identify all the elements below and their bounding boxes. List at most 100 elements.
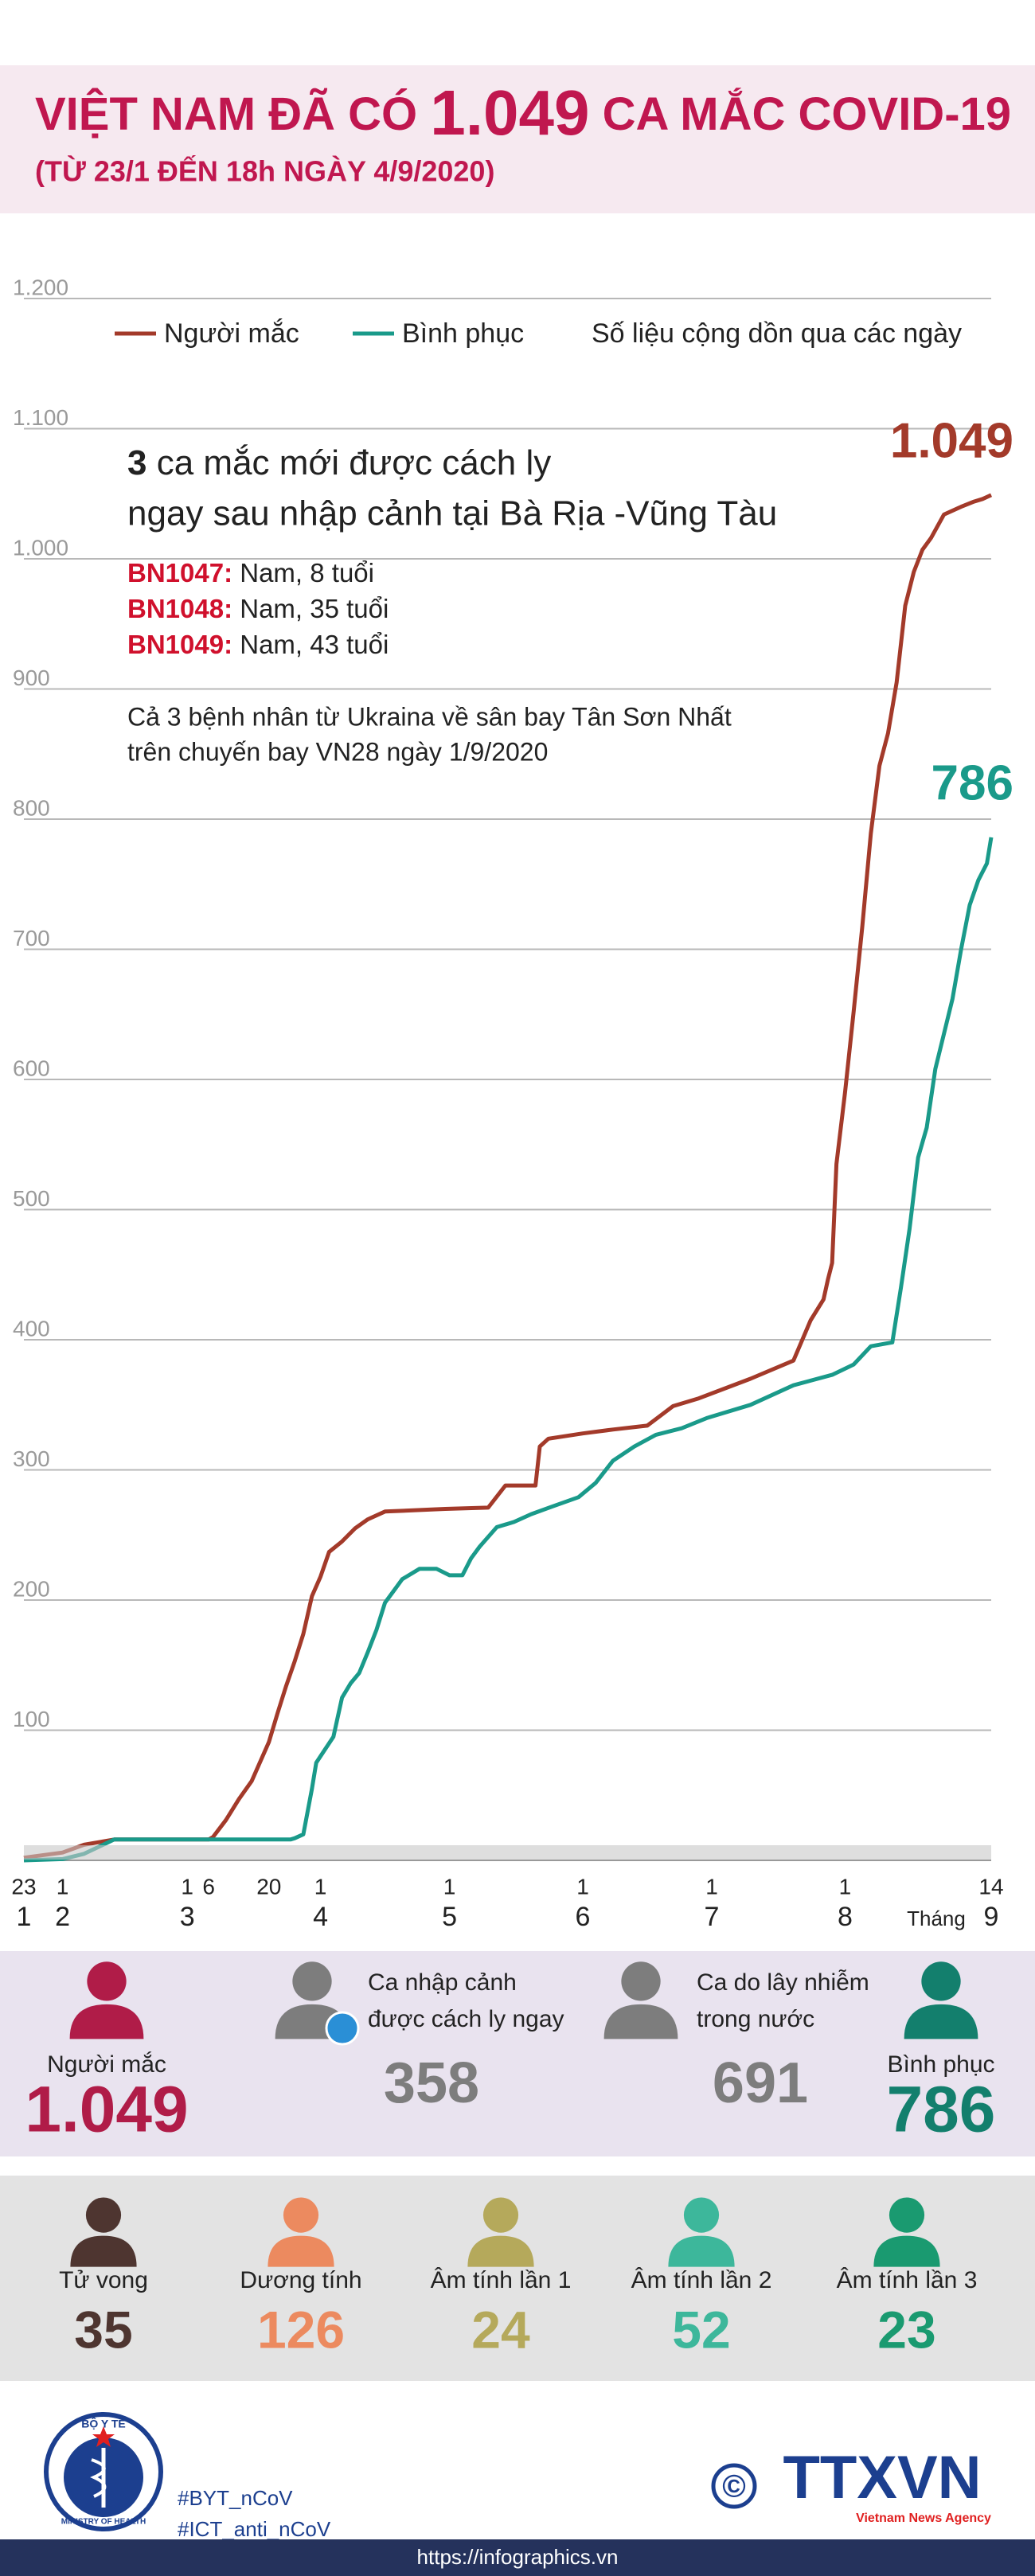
person-icon-body bbox=[904, 2004, 978, 2039]
patient-id: BN1047: bbox=[127, 558, 232, 587]
stat-value: 786 bbox=[887, 2074, 996, 2146]
x-tick-label: 1 bbox=[443, 1874, 456, 1899]
x-month-label: 1 bbox=[17, 1902, 32, 1932]
patient-info: Nam, 43 tuổi bbox=[240, 630, 389, 659]
stat-label: Tử vong bbox=[59, 2267, 148, 2293]
stat-label: Ca do lây nhiễm bbox=[697, 1969, 869, 1996]
person-icon-head bbox=[683, 2197, 720, 2233]
x-tick-label: 14 bbox=[978, 1874, 1003, 1899]
x-axis-label: Tháng bbox=[907, 1907, 966, 1930]
stat-label: Bình phục bbox=[887, 2051, 994, 2078]
y-tick-label: 400 bbox=[13, 1316, 50, 1341]
patient: BN1049: Nam, 43 tuổi bbox=[127, 630, 389, 659]
x-tick-label: 20 bbox=[256, 1874, 281, 1899]
y-tick-label: 1.000 bbox=[13, 535, 68, 560]
patient-info: Nam, 35 tuổi bbox=[240, 594, 389, 623]
y-tick-label: 600 bbox=[13, 1056, 50, 1080]
x-month-label: 2 bbox=[55, 1902, 70, 1932]
agency-en: Vietnam News Agency bbox=[856, 2512, 991, 2525]
stat-label: Người mắc bbox=[47, 2051, 166, 2078]
stat-value: 52 bbox=[672, 2300, 730, 2359]
copyright-circle bbox=[711, 2463, 757, 2509]
x-tick-label: 1 bbox=[839, 1874, 852, 1899]
moh-vn: BỘ Y TẾ bbox=[81, 2417, 126, 2430]
person-icon-body bbox=[603, 2004, 678, 2039]
x-month-label: 3 bbox=[180, 1902, 195, 1932]
x-tick-label: 1 bbox=[705, 1874, 718, 1899]
globe-icon bbox=[325, 2011, 360, 2046]
person-icon-head bbox=[621, 1961, 661, 2001]
stat-value: 358 bbox=[384, 2051, 479, 2115]
chart: 100 200 300 400 500 600 700 800 900 1.000 1.100 1.2… bbox=[11, 275, 1014, 1932]
legend-note: Số liệu cộng dồn qua các ngày bbox=[592, 318, 962, 349]
x-tick-label: 1 bbox=[314, 1874, 327, 1899]
url: https://infographics.vn bbox=[417, 2545, 619, 2569]
stat-label: Âm tính lần 3 bbox=[837, 2267, 978, 2293]
person-icon-body bbox=[70, 2235, 137, 2267]
person-icon-head bbox=[283, 2197, 319, 2233]
y-tick-label: 200 bbox=[13, 1576, 50, 1601]
person-icon-body bbox=[668, 2235, 735, 2267]
annotation-headline-2: ngay sau nhập cảnh tại Bà Rịa -Vũng Tàu bbox=[127, 494, 777, 533]
annotation-count: 3 bbox=[127, 443, 146, 482]
x-month-label: 6 bbox=[576, 1902, 591, 1932]
person-icon-body bbox=[873, 2235, 940, 2267]
person-icon-head bbox=[921, 1961, 961, 2001]
title-number: 1.049 bbox=[430, 77, 589, 148]
title-post: CA MẮC COVID-19 bbox=[603, 88, 1011, 140]
footer-bar bbox=[0, 2539, 1035, 2576]
moh-snake bbox=[90, 2458, 107, 2498]
hashtag-2: #ICT_anti_nCoV bbox=[178, 2517, 331, 2541]
annotation-note-1: Cả 3 bệnh nhân từ Ukraina về sân bay Tân… bbox=[127, 702, 732, 731]
moh-en: MINISTRY OF HEALTH bbox=[61, 2518, 146, 2527]
patient: BN1047: Nam, 8 tuổi bbox=[127, 558, 374, 587]
person-icon-body bbox=[268, 2235, 334, 2267]
patient-info: Nam, 8 tuổi bbox=[240, 558, 374, 587]
hashtag-1: #BYT_nCoV bbox=[178, 2486, 293, 2510]
patient: BN1048: Nam, 35 tuổi bbox=[127, 594, 389, 623]
stat-label: Ca nhập cảnh bbox=[368, 1969, 517, 1996]
stat-value: 35 bbox=[74, 2300, 132, 2359]
y-tick-label: 300 bbox=[13, 1446, 50, 1471]
day-strip bbox=[24, 1845, 991, 1860]
moh-star bbox=[92, 2426, 115, 2447]
subtitle: (TỪ 23/1 ĐẾN 18h NGÀY 4/9/2020) bbox=[35, 154, 494, 188]
agency: TTXVN bbox=[783, 2444, 981, 2512]
stat-label: Âm tính lần 1 bbox=[431, 2267, 572, 2293]
patient-id: BN1048: bbox=[127, 594, 232, 623]
title: VIỆT NAM ĐÃ CÓ 1.049 CA MẮC COVID-19 bbox=[35, 77, 1011, 148]
person-icon-head bbox=[87, 1961, 127, 2001]
end-label: 786 bbox=[931, 755, 1014, 810]
person-icon-body bbox=[467, 2235, 534, 2267]
stat-label: trong nước bbox=[697, 2006, 814, 2032]
y-tick-label: 900 bbox=[13, 665, 50, 690]
x-tick-label: 1 bbox=[181, 1874, 193, 1899]
person-icon-head bbox=[482, 2197, 519, 2233]
x-tick-label: 1 bbox=[576, 1874, 589, 1899]
series-line bbox=[23, 493, 993, 1860]
stat-value: 24 bbox=[471, 2300, 530, 2359]
x-month-label: 9 bbox=[984, 1902, 999, 1932]
annotation-headline-1: ca mắc mới được cách ly bbox=[157, 443, 552, 482]
person-icon-head bbox=[889, 2197, 925, 2233]
stats-main-bg bbox=[0, 1951, 1035, 2156]
annotation-note-2: trên chuyến bay VN28 ngày 1/9/2020 bbox=[127, 737, 548, 766]
copyright: © bbox=[722, 2469, 745, 2504]
end-label: 1.049 bbox=[890, 413, 1014, 468]
patient-id: BN1049: bbox=[127, 630, 232, 659]
person-icon-head bbox=[292, 1961, 332, 2001]
header-bg bbox=[0, 65, 1035, 213]
person-icon-head bbox=[85, 2197, 122, 2233]
stat-value: 126 bbox=[257, 2300, 345, 2359]
x-tick-label: 6 bbox=[202, 1874, 215, 1899]
stat-value: 1.049 bbox=[25, 2074, 188, 2146]
stat-value: 23 bbox=[877, 2300, 935, 2359]
stat-value: 691 bbox=[713, 2051, 808, 2115]
annotation-headline: 3 ca mắc mới được cách ly bbox=[127, 443, 551, 482]
y-tick-label: 1.200 bbox=[13, 275, 68, 299]
x-tick-label: 1 bbox=[57, 1874, 69, 1899]
